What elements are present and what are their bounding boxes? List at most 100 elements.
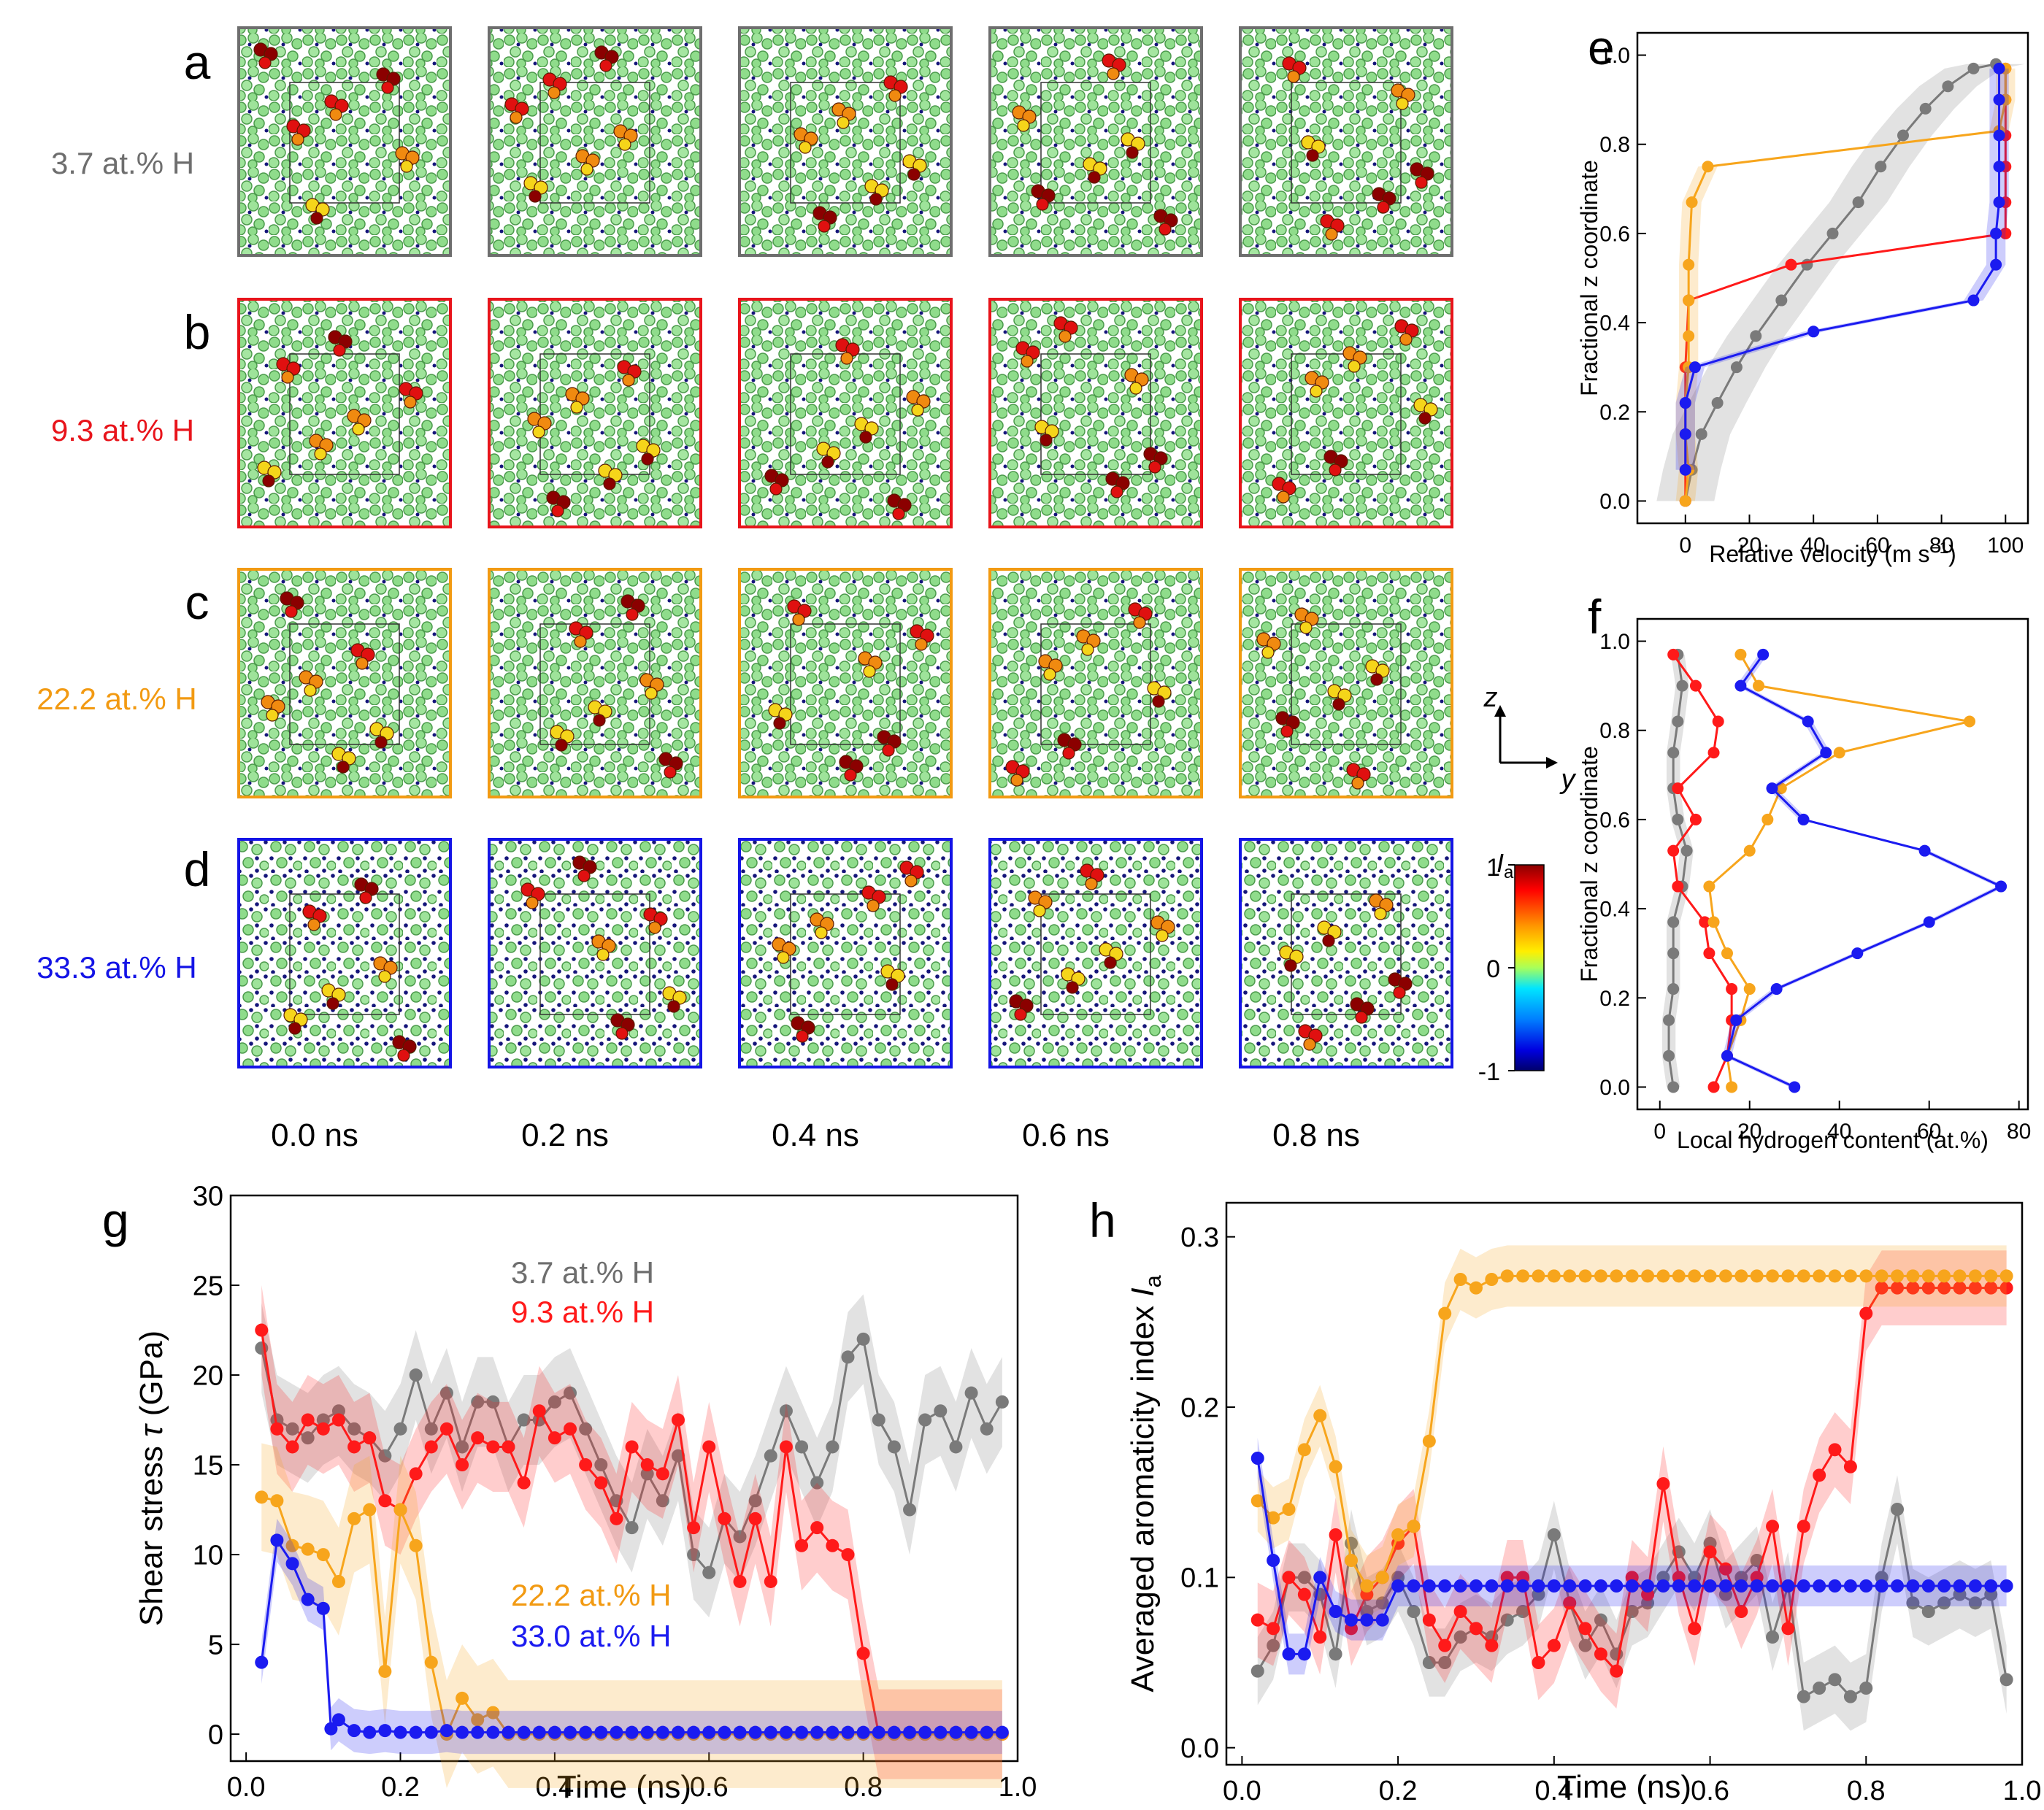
chart-f-point xyxy=(1964,715,1976,728)
chart-f-point xyxy=(1833,747,1845,759)
snapshot-d-0 xyxy=(237,838,452,1068)
snapshot-c-0 xyxy=(237,568,452,798)
chart-g-point xyxy=(795,1440,809,1454)
chart-h-band-2 xyxy=(1257,1245,2007,1617)
chart-g-point xyxy=(301,1593,315,1606)
chart-h-point xyxy=(1656,1579,1670,1593)
chart-h-point xyxy=(1937,1281,1951,1295)
chart-h-point xyxy=(1578,1269,1592,1283)
chart-h-point xyxy=(1485,1273,1499,1286)
chart-h-point xyxy=(1250,1494,1264,1508)
chart-f-point xyxy=(1672,813,1684,825)
chart-h-point xyxy=(1297,1443,1311,1457)
chart-g-point xyxy=(486,1395,500,1409)
chart-g-point xyxy=(564,1386,577,1400)
chart-f-point xyxy=(1667,916,1680,928)
chart-f-point xyxy=(1802,715,1814,728)
panel-letter-f: f xyxy=(1588,590,1602,644)
chart-g-point xyxy=(456,1458,469,1472)
chart-f-point xyxy=(1797,813,1810,825)
chart-h-point xyxy=(1313,1630,1327,1644)
chart-g-point xyxy=(285,1557,299,1571)
chart-h-point xyxy=(1734,1605,1748,1618)
chart-h-point xyxy=(1953,1579,1967,1593)
chart-h-point xyxy=(1813,1579,1826,1593)
chart-e: 0 20 40 60 80 100 0.0 0.2 0.4 0.6 0.8 1.0 Relative v… xyxy=(1576,31,2029,567)
panel-letter-c: c xyxy=(185,575,210,629)
chart-g-point xyxy=(456,1440,469,1454)
chart-h-point xyxy=(1703,1579,1717,1593)
chart-f-point xyxy=(1726,983,1738,996)
chart-h-point xyxy=(1703,1269,1717,1283)
chart-h-point xyxy=(1937,1596,1951,1610)
chart-h-point xyxy=(1718,1562,1732,1576)
chart-h-point xyxy=(1843,1269,1857,1283)
chart-f-point xyxy=(1667,1081,1680,1093)
chart-h-point xyxy=(1859,1682,1873,1695)
chart-h-point xyxy=(1516,1269,1530,1283)
chart-g-point xyxy=(285,1422,299,1436)
chart-f-xlabel: Local hydrogen content (at.%) xyxy=(1677,1127,1989,1153)
chart-e-ytick-label: 0.0 xyxy=(1599,490,1630,514)
chart-f-point xyxy=(1851,947,1864,960)
chart-h-point xyxy=(1656,1477,1670,1490)
chart-h-point xyxy=(1516,1605,1530,1618)
chart-h-point xyxy=(1781,1622,1795,1636)
chart-h-point xyxy=(1718,1269,1732,1283)
chart-g-point xyxy=(378,1724,392,1738)
chart-g-point xyxy=(795,1725,809,1739)
chart-e-point xyxy=(1807,326,1820,338)
colorbar-tick-neg1: -1 xyxy=(1478,1058,1500,1086)
chart-g-xtick-label: 0.4 xyxy=(535,1772,574,1803)
legend-g-33.0: 33.0 at.% H xyxy=(511,1619,671,1653)
chart-g-point xyxy=(656,1494,669,1508)
axis-y-label: y xyxy=(1559,764,1577,795)
chart-g-point xyxy=(656,1725,669,1739)
chart-g-point xyxy=(424,1725,438,1739)
chart-h-point xyxy=(1891,1281,1905,1295)
chart-g-point xyxy=(316,1548,330,1562)
chart-e-line-1 xyxy=(1684,68,2007,501)
chart-g-point xyxy=(486,1725,500,1739)
chart-e-point xyxy=(1679,463,1691,476)
chart-g-point xyxy=(270,1422,284,1436)
chart-h-point xyxy=(1906,1281,1920,1295)
chart-h-point xyxy=(1766,1269,1780,1283)
time-label-1: 0.2 ns xyxy=(521,1117,609,1153)
chart-h-point xyxy=(1563,1269,1577,1283)
axes-indicator: z y xyxy=(1483,682,1577,795)
chart-g-band-2 xyxy=(261,1443,1002,1788)
chart-g-point xyxy=(378,1449,392,1463)
chart-g-point xyxy=(564,1725,577,1739)
chart-e-point xyxy=(1826,227,1839,239)
chart-g-point xyxy=(826,1725,840,1739)
chart-f-xtick-label: 20 xyxy=(1737,1120,1761,1144)
chart-h-point xyxy=(1547,1269,1561,1283)
chart-g-point xyxy=(640,1725,654,1739)
chart-h-point xyxy=(1469,1579,1483,1593)
chart-g-point xyxy=(285,1440,299,1454)
chart-e-series-0 xyxy=(1656,58,2025,507)
chart-g-point xyxy=(409,1467,423,1481)
panel-letter-d: d xyxy=(184,842,211,896)
chart-h-point xyxy=(1921,1281,1935,1295)
chart-g-point xyxy=(517,1725,531,1739)
chart-h-point xyxy=(1485,1638,1499,1652)
chart-g-point xyxy=(748,1511,762,1525)
chart-f-point xyxy=(1667,747,1680,759)
chart-g-point xyxy=(887,1440,901,1454)
chart-f-point xyxy=(1689,679,1702,692)
chart-h-point xyxy=(1391,1528,1405,1541)
chart-e-point xyxy=(1801,258,1813,271)
chart-g-xtick-label: 1.0 xyxy=(999,1772,1037,1803)
chart-g-point xyxy=(439,1386,453,1400)
chart-h-point xyxy=(1329,1460,1342,1474)
chart-g-point xyxy=(471,1725,485,1739)
chart-e-point xyxy=(1993,161,2005,173)
chart-h-point xyxy=(1610,1269,1624,1283)
chart-g-point xyxy=(903,1503,917,1517)
chart-h-point xyxy=(1297,1647,1311,1661)
chart-f-point xyxy=(1770,983,1783,996)
chart-h-point xyxy=(1688,1579,1702,1593)
snapshot-c-4 xyxy=(1239,568,1453,798)
